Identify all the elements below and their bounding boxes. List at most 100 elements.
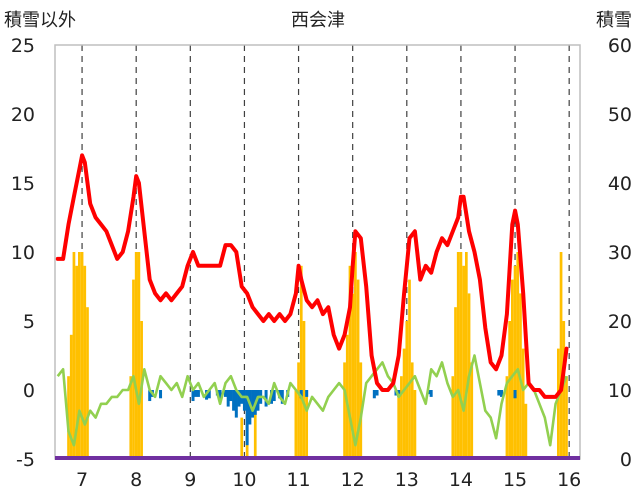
left-axis-label: 積雪以外 — [4, 10, 76, 31]
negative-bar-4 — [194, 390, 198, 397]
precip-bar-34 — [413, 390, 417, 459]
precip-bar-43 — [505, 376, 509, 459]
right-tick-0: 60 — [608, 35, 632, 57]
precip-bar-5 — [80, 252, 84, 459]
left-tick-1: 20 — [11, 104, 35, 126]
negative-bar-2 — [159, 390, 163, 399]
precip-bar-4 — [78, 252, 81, 459]
precip-bar-31 — [405, 321, 409, 459]
negative-bar-15 — [237, 390, 241, 407]
x-tick-7: 14 — [449, 469, 473, 491]
precip-bar-38 — [459, 252, 463, 459]
negative-bar-30 — [299, 390, 303, 399]
precip-bar-13 — [240, 417, 244, 459]
negative-bar-37 — [429, 390, 433, 397]
precip-bar-3 — [75, 265, 79, 459]
precip-bar-49 — [521, 348, 525, 459]
negative-bar-11 — [226, 390, 230, 407]
right-tick-2: 40 — [608, 173, 632, 195]
left-tick-4: 5 — [23, 311, 35, 333]
precip-bar-35 — [451, 376, 455, 459]
negative-bar-12 — [229, 390, 233, 402]
precip-bar-26 — [356, 279, 360, 459]
precip-bar-23 — [348, 265, 352, 459]
left-tick-2: 15 — [11, 173, 35, 195]
x-tick-1: 8 — [130, 469, 142, 491]
precip-bar-8 — [129, 376, 133, 459]
precip-bar-7 — [86, 307, 89, 459]
negative-bar-5 — [196, 390, 200, 397]
precip-bar-32 — [408, 279, 411, 459]
x-tick-8: 15 — [503, 469, 527, 491]
precip-bar-28 — [397, 390, 401, 459]
negative-bar-7 — [207, 390, 211, 399]
precip-bar-15 — [253, 390, 257, 459]
negative-bar-26 — [272, 390, 276, 402]
negative-bar-28 — [280, 390, 284, 404]
precip-bar-52 — [559, 252, 563, 459]
negative-bar-10 — [223, 390, 227, 397]
right-axis-ticks: 60 50 40 30 20 10 0 — [608, 35, 632, 471]
negative-bar-3 — [191, 390, 195, 402]
precip-bar-24 — [351, 293, 355, 459]
precip-bar-25 — [354, 252, 357, 459]
precip-bar-47 — [516, 252, 520, 459]
precip-bar-6 — [83, 265, 87, 459]
left-tick-6: -5 — [16, 449, 35, 471]
x-tick-0: 7 — [76, 469, 88, 491]
precip-bar-1 — [69, 334, 73, 459]
right-tick-1: 50 — [608, 104, 632, 126]
negative-bar-38 — [497, 390, 501, 396]
negative-bar-9 — [218, 390, 222, 402]
precip-bar-44 — [508, 321, 511, 459]
precip-bar-36 — [454, 307, 457, 459]
left-axis-ticks: 25 20 15 10 5 0 -5 — [11, 35, 35, 471]
precip-bar-40 — [464, 252, 468, 459]
precip-bar-10 — [134, 252, 138, 459]
precip-bar-18 — [299, 265, 303, 459]
negative-bar-14 — [234, 390, 238, 418]
x-tick-4: 11 — [286, 469, 310, 491]
x-tick-2: 9 — [184, 469, 196, 491]
precip-bar-9 — [132, 279, 135, 459]
x-tick-9: 16 — [557, 469, 581, 491]
left-tick-0: 25 — [11, 35, 35, 57]
precip-bar-2 — [72, 252, 76, 459]
precip-bar-42 — [470, 362, 474, 459]
x-tick-3: 10 — [232, 469, 256, 491]
precip-bar-30 — [402, 348, 406, 459]
snow-depth-line — [55, 153, 569, 399]
right-tick-5: 10 — [608, 380, 632, 402]
precip-bar-45 — [510, 279, 514, 459]
right-tick-3: 30 — [608, 242, 632, 264]
negative-bar-33 — [375, 390, 379, 396]
left-tick-5: 0 — [23, 380, 35, 402]
precip-bar-19 — [302, 321, 306, 459]
negative-bar-39 — [500, 390, 504, 397]
temperature-line — [56, 354, 568, 447]
left-tick-3: 10 — [11, 242, 35, 264]
precip-bar-51 — [556, 348, 560, 459]
x-axis-ticks: 7 8 9 10 11 12 13 14 15 16 — [76, 469, 581, 491]
right-tick-4: 20 — [608, 311, 632, 333]
right-axis-label: 積雪 — [596, 10, 632, 31]
negative-bar-40 — [513, 390, 517, 399]
negative-bar-20 — [251, 390, 255, 418]
negative-bar-0 — [148, 390, 152, 402]
precip-bar-21 — [343, 362, 346, 459]
precip-bar-53 — [562, 321, 566, 459]
precip-bar-17 — [297, 362, 300, 459]
x-tick-5: 12 — [341, 469, 365, 491]
precip-bar-46 — [513, 265, 517, 459]
precip-bar-11 — [137, 252, 141, 459]
precip-bar-20 — [305, 390, 309, 459]
precip-bar-37 — [456, 252, 460, 459]
precip-bar-16 — [294, 390, 298, 459]
negative-bar-18 — [245, 390, 249, 446]
negative-bar-17 — [242, 390, 246, 411]
x-tick-6: 13 — [395, 469, 419, 491]
precip-bar-33 — [410, 362, 414, 459]
precip-bar-39 — [462, 265, 465, 459]
negative-bar-13 — [232, 390, 236, 411]
negative-bar-32 — [372, 390, 376, 399]
